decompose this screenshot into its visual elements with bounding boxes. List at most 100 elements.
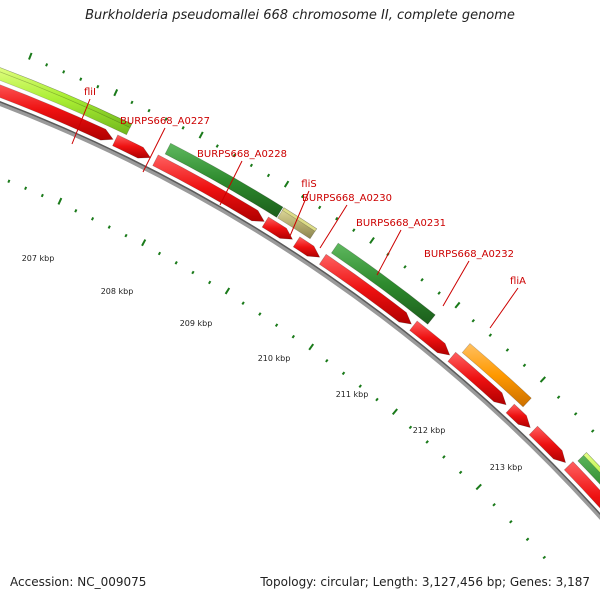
- outer-tick: [420, 277, 424, 282]
- gene-block-4: [330, 242, 436, 325]
- outer-tick: [318, 205, 322, 210]
- inner-tick: [408, 425, 413, 430]
- outer-tick: [369, 237, 375, 244]
- outer-tick: [471, 318, 475, 323]
- outer-tick: [522, 363, 527, 368]
- outer-tick: [556, 395, 561, 399]
- outer-tick: [505, 348, 510, 352]
- leader-line-BURPS668_A0230: [319, 204, 348, 249]
- outer-tick: [215, 144, 219, 148]
- feature-track: [0, 67, 600, 509]
- inner-tick: [475, 483, 482, 491]
- outer-tick: [590, 429, 595, 433]
- inner-tick: [90, 217, 95, 221]
- cds-arrow-11: [563, 461, 600, 509]
- outer-tick: [300, 194, 305, 199]
- inner-tick: [509, 520, 513, 524]
- inner-tick: [458, 470, 463, 475]
- leader-line-fliA: [489, 287, 519, 329]
- inner-tick: [224, 287, 231, 295]
- kbp-label: 213 kbp: [490, 463, 523, 472]
- gene-label-fliA: fliA: [510, 276, 526, 287]
- cds-arrow-8: [447, 351, 507, 406]
- outer-tick: [79, 77, 83, 81]
- inner-tick: [191, 270, 195, 275]
- kbp-label: 207 kbp: [22, 254, 55, 263]
- gene-label-BURPS668_A0232: BURPS668_A0232: [424, 249, 514, 260]
- gene-accent-2: [282, 207, 318, 232]
- outer-tick: [454, 301, 461, 309]
- leader-line-BURPS668_A0232: [442, 260, 470, 307]
- inner-tick: [258, 312, 262, 316]
- outer-tick: [539, 376, 547, 383]
- gene-label-fliI: fliI: [84, 87, 96, 98]
- gene-accent-3: [583, 452, 600, 474]
- gene-label-BURPS668_A0228: BURPS668_A0228: [197, 149, 287, 160]
- kbp-label: 209 kbp: [180, 319, 213, 328]
- topology-summary: Topology: circular; Length: 3,127,456 bp…: [260, 575, 590, 589]
- cds-arrow-7: [409, 320, 451, 356]
- leader-line-BURPS668_A0231: [376, 229, 402, 276]
- cds-arrow-5: [292, 236, 321, 258]
- inner-tick: [308, 343, 315, 351]
- outer-tick: [62, 70, 66, 74]
- inner-tick: [241, 301, 245, 305]
- gene-block-2: [164, 142, 284, 218]
- inner-tick: [391, 408, 398, 416]
- inner-tick: [24, 186, 28, 191]
- cds-arrow-2: [112, 134, 151, 159]
- outer-tick: [198, 131, 204, 139]
- outer-tick: [352, 228, 356, 233]
- inner-tick: [291, 334, 295, 339]
- inner-tick: [57, 197, 63, 205]
- inner-tick: [74, 209, 78, 213]
- outer-tick: [130, 100, 134, 105]
- kbp-label: 211 kbp: [336, 390, 369, 399]
- outer-tick: [232, 153, 236, 158]
- outer-tick: [28, 52, 33, 60]
- cds-arrow-1: [0, 84, 114, 141]
- inner-tick: [442, 455, 446, 459]
- outer-tick: [45, 63, 49, 67]
- outer-tick: [335, 216, 339, 221]
- gene-block-6: [577, 452, 600, 485]
- inner-tick: [492, 503, 496, 507]
- outer-tick: [573, 412, 578, 416]
- outer-tick: [113, 89, 119, 97]
- outer-tick: [249, 163, 254, 168]
- accession-text: Accession: NC_009075: [10, 575, 147, 589]
- inner-tick: [341, 371, 346, 376]
- inner-tick: [425, 440, 429, 444]
- gene-accent-1: [0, 67, 133, 128]
- kbp-label: 208 kbp: [101, 287, 134, 296]
- backbone-shadow: [0, 101, 600, 516]
- outer-tick: [437, 291, 441, 295]
- kbp-scale-labels: 207 kbp 208 kbp 209 kbp 210 kbp 211 kbp 212 k…: [22, 254, 523, 472]
- inner-tick: [325, 358, 329, 363]
- map-title: Burkholderia pseudomallei 668 chromosome…: [85, 8, 515, 23]
- inner-tick: [40, 193, 44, 198]
- leader-line-BURPS668_A0227: [142, 127, 166, 173]
- cds-arrow-10: [528, 425, 567, 464]
- inner-tick: [7, 179, 11, 184]
- gene-label-BURPS668_A0231: BURPS668_A0231: [356, 218, 446, 229]
- backbone: [0, 101, 600, 521]
- leader-line-BURPS668_A0228: [219, 160, 243, 206]
- kbp-label: 210 kbp: [258, 354, 291, 363]
- leader-line-fliI: [71, 98, 91, 145]
- cds-arrow-6: [318, 253, 412, 325]
- kbp-label: 212 kbp: [413, 426, 446, 435]
- cds-arrow-3: [152, 154, 265, 222]
- leader-line-fliS: [289, 190, 310, 237]
- inner-tick: [542, 555, 547, 560]
- inner-tick: [141, 239, 147, 247]
- cds-arrow-9: [505, 403, 531, 429]
- inner-tick: [525, 537, 530, 542]
- outer-tick: [283, 180, 290, 188]
- cds-arrow-4: [261, 216, 294, 240]
- inner-tick: [274, 323, 279, 328]
- backbone-line: [0, 101, 600, 521]
- outer-tick: [403, 265, 407, 269]
- gene-labels: fliI BURPS668_A0227 BURPS668_A0228 fliS BURP…: [71, 87, 526, 329]
